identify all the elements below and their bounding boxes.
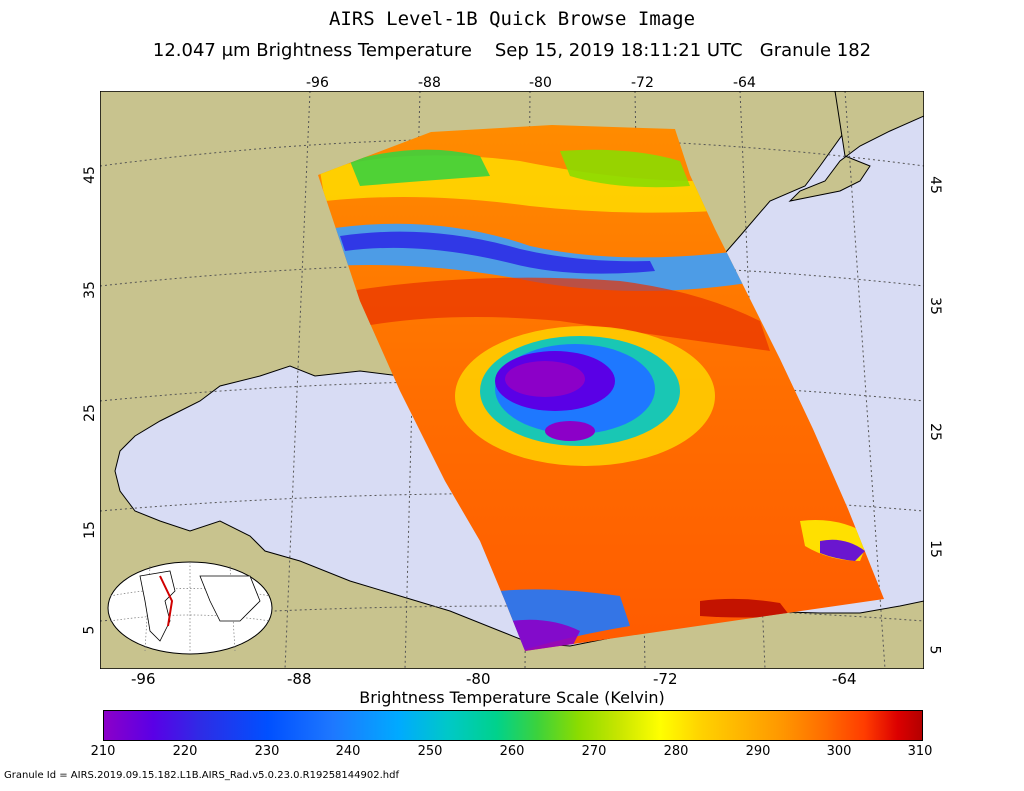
right-lat-label: 45	[926, 176, 943, 194]
scale-tick: 230	[254, 744, 280, 759]
top-lon-label: -80	[529, 75, 552, 91]
scale-tick: 240	[335, 744, 361, 759]
swath-indicator-icon	[159, 575, 174, 627]
scale-tick: 220	[172, 744, 198, 759]
temperature-colorbar	[103, 710, 923, 741]
scale-tick: 270	[581, 744, 607, 759]
right-lat-label: 5	[926, 645, 943, 655]
left-lat-label: 15	[81, 521, 98, 539]
right-lat-label: 35	[926, 297, 943, 315]
right-lat-label: 15	[926, 540, 943, 558]
scale-tick: 310	[907, 744, 933, 759]
bottom-lon-label: -72	[653, 670, 678, 688]
bottom-lon-label: -64	[832, 670, 857, 688]
scale-tick: 290	[745, 744, 771, 759]
granule-id-footer: Granule Id = AIRS.2019.09.15.182.L1B.AIR…	[4, 770, 399, 781]
inset-globe	[107, 561, 273, 655]
measure-label: 12.047 μm Brightness Temperature	[152, 40, 472, 61]
scale-title: Brightness Temperature Scale (Kelvin)	[359, 688, 665, 707]
right-lat-label: 25	[926, 423, 943, 441]
left-lat-label: 5	[81, 625, 98, 635]
top-lon-label: -72	[631, 75, 654, 91]
bottom-lon-label: -96	[131, 670, 156, 688]
granule-label: Granule 182	[759, 40, 872, 61]
scale-tick: 300	[826, 744, 852, 759]
left-lat-label: 25	[81, 404, 98, 422]
left-lat-label: 35	[81, 281, 98, 299]
scale-tick: 210	[90, 744, 116, 759]
brightness-temperature-map	[100, 91, 924, 669]
top-lon-label: -64	[733, 75, 756, 91]
scale-tick: 260	[499, 744, 525, 759]
atlantic-canada-land	[788, 91, 924, 202]
left-lat-label: 45	[81, 166, 98, 184]
bottom-lon-label: -80	[466, 670, 491, 688]
image-title: AIRS Level-1B Quick Browse Image	[328, 8, 696, 30]
top-lon-label: -88	[418, 75, 441, 91]
image-subtitle: 12.047 μm Brightness Temperature Sep 15,…	[0, 40, 1024, 61]
scale-tick: 280	[663, 744, 689, 759]
scale-tick: 250	[417, 744, 443, 759]
bottom-lon-label: -88	[287, 670, 312, 688]
date-label: Sep 15, 2019 18:11:21 UTC	[494, 40, 743, 61]
top-lon-label: -96	[306, 75, 329, 91]
